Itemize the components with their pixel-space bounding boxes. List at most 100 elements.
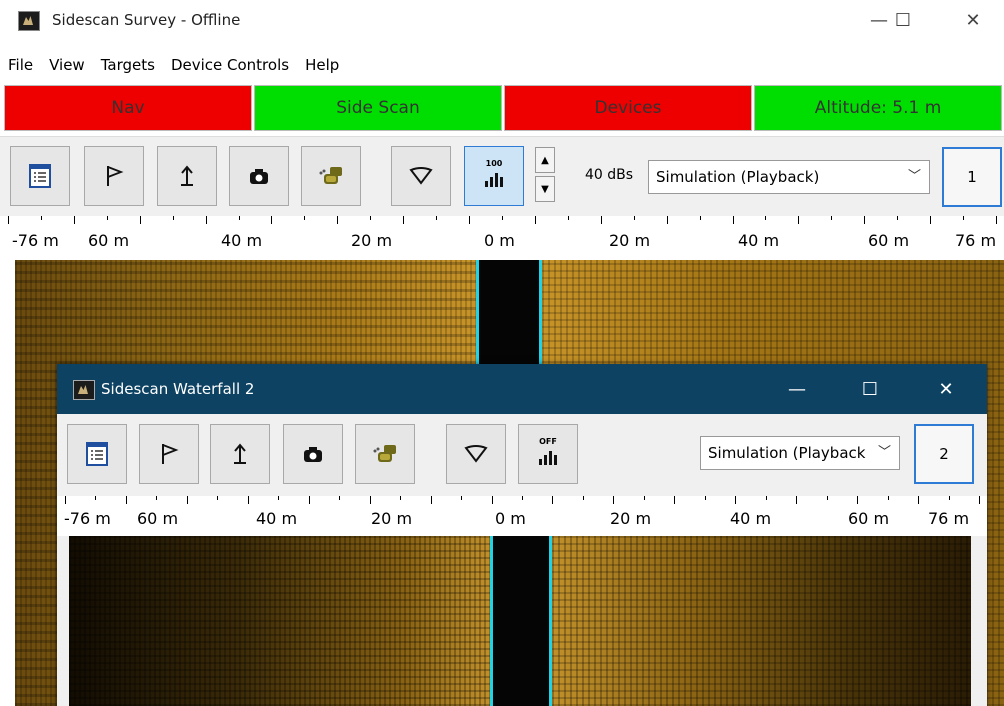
ruler-tick xyxy=(491,496,493,504)
ruler-tick xyxy=(403,216,405,224)
gain-icon-label: OFF xyxy=(539,437,557,446)
ruler-tick xyxy=(430,496,432,504)
waterfall-2-minimize-button[interactable]: — xyxy=(788,378,806,400)
ruler-tick xyxy=(337,216,339,224)
ruler-label: 60 m xyxy=(848,509,890,528)
gain-button[interactable]: 100 xyxy=(464,146,524,206)
sonar-beam-button[interactable] xyxy=(391,146,451,206)
export-button[interactable] xyxy=(355,424,415,484)
list-button[interactable] xyxy=(10,146,70,206)
menu-view[interactable]: View xyxy=(49,56,85,74)
ruler-tick xyxy=(732,216,734,224)
app-icon xyxy=(18,11,40,31)
sonar-beam-button[interactable] xyxy=(446,424,506,484)
ruler-tick xyxy=(567,216,569,220)
flag-button[interactable] xyxy=(139,424,199,484)
ruler-tick xyxy=(247,496,249,504)
title-bar[interactable]: Sidescan Survey - Offline — ☐ ✕ xyxy=(0,0,1004,40)
ruler-tick xyxy=(156,496,158,500)
ruler-label: 0 m xyxy=(484,231,515,250)
ruler-tick xyxy=(65,496,66,504)
sonar-beam-icon xyxy=(464,445,488,463)
ruler-tick xyxy=(400,496,402,500)
ruler-tick xyxy=(666,216,668,224)
list-icon xyxy=(29,164,51,188)
ruler-tick xyxy=(765,496,767,500)
menu-file[interactable]: File xyxy=(8,56,34,74)
ruler-tick xyxy=(436,216,438,220)
mode-select-value: Simulation (Playback xyxy=(708,444,866,462)
gain-decrease-button[interactable]: ▼ xyxy=(535,176,555,202)
ruler-label: 20 m xyxy=(609,231,651,250)
flag-icon xyxy=(107,166,124,186)
menu-targets[interactable]: Targets xyxy=(100,56,155,74)
camera-button[interactable] xyxy=(283,424,343,484)
ruler-tick xyxy=(979,496,980,504)
ruler-tick xyxy=(172,216,174,220)
ruler-tick xyxy=(40,216,42,220)
ruler-tick xyxy=(469,216,471,224)
ruler-label: 40 m xyxy=(738,231,780,250)
minimize-button[interactable]: — xyxy=(870,9,888,31)
range-ruler: -76 m 60 m 40 m 20 m 0 m 20 m 40 m 60 m … xyxy=(0,216,1004,260)
ruler-tick xyxy=(271,216,273,224)
list-button[interactable] xyxy=(67,424,127,484)
ruler-tick xyxy=(864,216,866,224)
camera-button[interactable] xyxy=(229,146,289,206)
ruler-label: 60 m xyxy=(137,509,179,528)
menu-device-controls[interactable]: Device Controls xyxy=(170,56,290,74)
ruler-tick xyxy=(106,216,108,220)
waterfall-2-close-button[interactable]: ✕ xyxy=(938,378,954,400)
maximize-button[interactable]: ☐ xyxy=(894,9,912,31)
ruler-tick xyxy=(674,496,676,504)
status-side-scan[interactable]: Side Scan xyxy=(254,85,502,131)
camera-icon xyxy=(304,447,322,462)
ruler-tick xyxy=(796,496,798,504)
menu-bar: File View Targets Device Controls Help xyxy=(0,52,347,78)
export-button[interactable] xyxy=(301,146,361,206)
ruler-tick xyxy=(186,496,188,504)
chevron-down-icon: ﹀ xyxy=(877,445,891,460)
channel-1-button[interactable]: 1 xyxy=(942,147,1002,207)
ruler-tick xyxy=(308,496,310,504)
gain-button[interactable]: OFF xyxy=(518,424,578,484)
ruler-tick xyxy=(534,216,536,224)
status-devices[interactable]: Devices xyxy=(504,85,752,131)
menu-help[interactable]: Help xyxy=(305,56,340,74)
ruler-tick xyxy=(600,216,602,224)
ruler-tick xyxy=(370,216,372,220)
gain-increase-button[interactable]: ▲ xyxy=(535,147,555,173)
waterfall-2-mode-select[interactable]: Simulation (Playback ﹀ xyxy=(700,436,900,470)
camera-icon xyxy=(250,169,268,184)
close-button[interactable]: ✕ xyxy=(965,9,981,31)
ruler-label: -76 m xyxy=(64,509,111,528)
ruler-label: 60 m xyxy=(868,231,910,250)
sonar-beam-icon xyxy=(409,167,433,185)
ruler-tick xyxy=(8,216,9,224)
channel-2-button[interactable]: 2 xyxy=(914,424,974,484)
ruler-tick xyxy=(125,496,127,504)
up-arrow-button[interactable] xyxy=(210,424,270,484)
flag-button[interactable] xyxy=(84,146,144,206)
status-nav[interactable]: Nav xyxy=(4,85,252,131)
list-icon xyxy=(86,442,108,466)
sonar-waterfall-2[interactable] xyxy=(69,536,971,706)
flag-icon xyxy=(162,444,179,464)
ruler-tick xyxy=(73,216,75,224)
ruler-label: 40 m xyxy=(730,509,772,528)
arrow-up-icon xyxy=(234,443,246,464)
ruler-label: -76 m xyxy=(12,231,59,250)
ruler-tick xyxy=(643,496,645,500)
port-channel-image xyxy=(69,536,490,706)
up-arrow-button[interactable] xyxy=(157,146,217,206)
ruler-tick xyxy=(996,216,997,224)
mode-select[interactable]: Simulation (Playback) ﹀ xyxy=(648,160,930,194)
waterfall-2-title-bar[interactable]: Sidescan Waterfall 2 — ☐ ✕ xyxy=(57,364,987,414)
window-title: Sidescan Survey - Offline xyxy=(52,11,241,29)
export-icon xyxy=(373,445,396,462)
status-altitude[interactable]: Altitude: 5.1 m xyxy=(754,85,1002,131)
ruler-tick xyxy=(963,216,965,220)
ruler-tick xyxy=(699,216,701,220)
range-ruler: -76 m 60 m 40 m 20 m 0 m 20 m 40 m 60 m … xyxy=(57,496,987,536)
waterfall-2-maximize-button[interactable]: ☐ xyxy=(861,378,879,400)
